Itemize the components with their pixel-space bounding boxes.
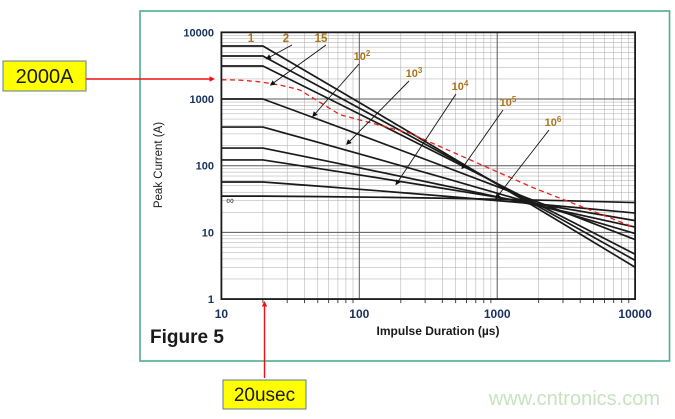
svg-text:www.cntronics.com: www.cntronics.com xyxy=(488,388,660,410)
svg-text:100: 100 xyxy=(196,161,214,173)
svg-text:10: 10 xyxy=(215,307,229,321)
svg-text:10000: 10000 xyxy=(618,307,652,321)
svg-text:1000: 1000 xyxy=(484,307,511,321)
svg-text:10000: 10000 xyxy=(183,27,214,39)
svg-text:Figure 5: Figure 5 xyxy=(150,327,224,348)
svg-text:1000: 1000 xyxy=(190,94,214,106)
svg-text:10: 10 xyxy=(202,227,214,239)
svg-text:1: 1 xyxy=(248,33,255,45)
svg-text:100: 100 xyxy=(349,307,369,321)
svg-text:∞: ∞ xyxy=(226,195,234,207)
svg-text:15: 15 xyxy=(315,33,328,45)
svg-text:2000A: 2000A xyxy=(16,66,74,88)
svg-text:1: 1 xyxy=(208,294,214,306)
svg-text:Peak Current (A): Peak Current (A) xyxy=(153,122,165,208)
svg-text:2: 2 xyxy=(283,33,289,45)
svg-text:Impulse Duration (µs): Impulse Duration (µs) xyxy=(377,324,500,338)
svg-text:20usec: 20usec xyxy=(234,385,295,406)
